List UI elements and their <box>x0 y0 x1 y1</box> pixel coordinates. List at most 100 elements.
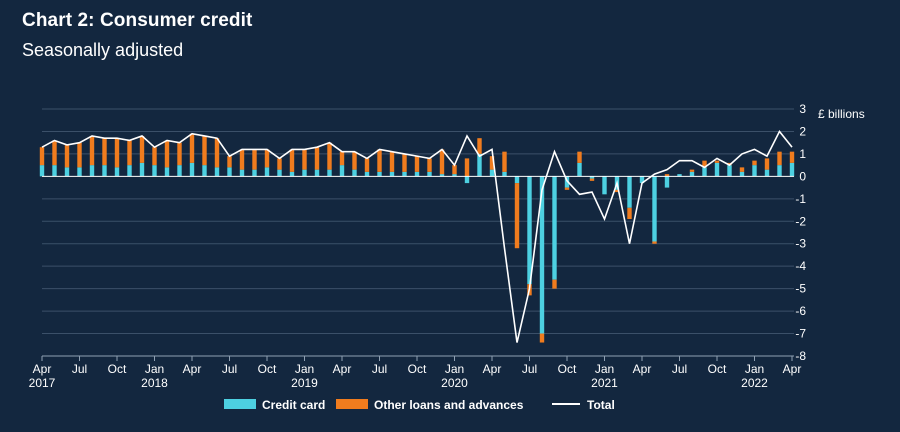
bar-credit-card <box>502 171 507 177</box>
legend-label-other-loans: Other loans and advances <box>374 398 524 412</box>
x-tick-month: Jan <box>445 362 464 376</box>
bar-other-loans <box>277 158 282 170</box>
bar-other-loans <box>614 189 620 193</box>
bar-other-loans <box>164 140 170 168</box>
bar-credit-card <box>714 162 720 177</box>
bar-other-loans <box>539 333 545 343</box>
bar-credit-card <box>189 162 195 177</box>
bar-credit-card <box>402 171 407 177</box>
x-tick-month: Apr <box>33 362 52 376</box>
bar-other-loans <box>652 241 657 244</box>
bar-credit-card <box>202 165 207 177</box>
bar-other-loans <box>64 144 70 168</box>
bar-credit-card <box>414 171 420 177</box>
grid-lines <box>42 108 794 357</box>
bar-credit-card <box>752 165 757 177</box>
bar-credit-card <box>627 176 632 208</box>
total-line <box>41 129 793 343</box>
bar-other-loans <box>177 142 182 166</box>
bar-credit-card <box>377 171 382 177</box>
bar-credit-card <box>452 174 457 177</box>
bar-other-loans <box>52 140 57 166</box>
bar-other-loans <box>364 158 370 172</box>
bar-other-loans <box>102 138 107 166</box>
legend-swatch-credit-card <box>224 399 256 409</box>
y-tick-label: -8 <box>795 349 806 363</box>
bar-other-loans <box>114 138 120 168</box>
bar-credit-card <box>252 169 257 177</box>
bar-credit-card <box>52 165 57 177</box>
x-tick-month: Jan <box>745 362 764 376</box>
bar-credit-card <box>439 174 445 177</box>
x-tick-month: Apr <box>333 362 352 376</box>
bar-other-loans <box>352 151 357 170</box>
bar-credit-card <box>239 169 245 177</box>
x-tick-month: Jul <box>72 362 87 376</box>
x-tick-month: Apr <box>783 362 802 376</box>
bar-credit-card <box>327 169 332 177</box>
bar-other-loans <box>727 162 732 166</box>
bar-credit-card <box>39 165 45 177</box>
bar-other-loans <box>464 158 470 177</box>
bar-credit-card <box>764 169 770 177</box>
x-tick-month: Apr <box>633 362 652 376</box>
y-tick-label: -5 <box>795 282 806 296</box>
bar-other-loans <box>139 135 145 163</box>
x-tick-month: Jul <box>672 362 687 376</box>
bar-other-loans <box>377 149 382 172</box>
bar-credit-card <box>677 174 682 177</box>
x-tick-year: 2019 <box>291 376 318 390</box>
bar-credit-card <box>602 176 607 195</box>
bar-other-loans <box>339 151 345 166</box>
bar-credit-card <box>589 176 595 179</box>
bar-other-loans <box>627 207 632 220</box>
chart-subtitle: Seasonally adjusted <box>22 40 184 60</box>
bar-other-loans <box>502 151 507 172</box>
bar-other-loans <box>789 151 795 163</box>
bar-credit-card <box>89 165 95 177</box>
bar-credit-card <box>339 165 345 177</box>
bar-other-loans <box>489 156 495 170</box>
legend-label-total: Total <box>587 398 615 412</box>
y-tick-label: 2 <box>799 124 806 138</box>
y-axis-label: £ billions <box>818 107 865 121</box>
bar-credit-card <box>477 153 482 177</box>
x-tick-year: 2022 <box>741 376 768 390</box>
bar-credit-card <box>64 167 70 177</box>
bar-other-loans <box>152 147 157 166</box>
bar-credit-card <box>314 169 320 177</box>
x-tick-month: Jul <box>522 362 537 376</box>
bar-other-loans <box>439 149 445 175</box>
bar-credit-card <box>177 165 182 177</box>
bar-credit-card <box>639 176 645 184</box>
y-tick-label: 0 <box>799 169 806 183</box>
x-tick-month: Oct <box>708 362 727 376</box>
bar-other-loans <box>402 153 407 172</box>
y-tick-label: -4 <box>795 259 806 273</box>
y-tick-label: -3 <box>795 237 806 251</box>
x-tick-month: Jul <box>372 362 387 376</box>
x-tick-month: Oct <box>558 362 577 376</box>
x-tick-year: 2021 <box>591 376 618 390</box>
x-tick-month: Oct <box>258 362 277 376</box>
bar-credit-card <box>152 165 157 177</box>
bar-credit-card <box>164 167 170 177</box>
bar-credit-card <box>227 167 232 177</box>
bar-other-loans <box>389 151 395 172</box>
bar-other-loans <box>752 160 757 166</box>
y-tick-label: -1 <box>795 192 806 206</box>
bar-other-loans <box>289 149 295 172</box>
bar-other-loans <box>264 149 270 168</box>
bar-credit-card <box>727 165 732 177</box>
x-tick-year: 2020 <box>441 376 468 390</box>
y-tick-label: -2 <box>795 214 806 228</box>
bar-other-loans <box>552 279 557 289</box>
bar-other-loans <box>477 138 482 154</box>
bar-credit-card <box>352 169 357 177</box>
bar-credit-card <box>289 171 295 177</box>
bar-other-loans <box>227 156 232 168</box>
legend-label-credit-card: Credit card <box>262 398 325 412</box>
x-tick-month: Oct <box>408 362 427 376</box>
bar-other-loans <box>564 187 570 190</box>
